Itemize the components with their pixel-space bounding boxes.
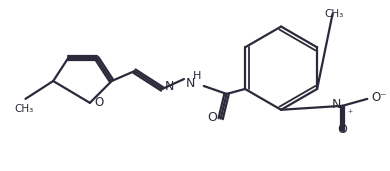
Text: H: H — [193, 71, 201, 81]
Text: N: N — [332, 98, 342, 111]
Text: N: N — [165, 80, 175, 93]
Text: CH₃: CH₃ — [324, 9, 343, 19]
Text: O: O — [338, 123, 347, 136]
Text: O: O — [95, 96, 104, 109]
Text: O⁻: O⁻ — [371, 91, 387, 104]
Text: O: O — [207, 111, 217, 124]
Text: ⁺: ⁺ — [347, 109, 353, 119]
Text: CH₃: CH₃ — [15, 104, 34, 114]
Text: N: N — [186, 77, 195, 90]
